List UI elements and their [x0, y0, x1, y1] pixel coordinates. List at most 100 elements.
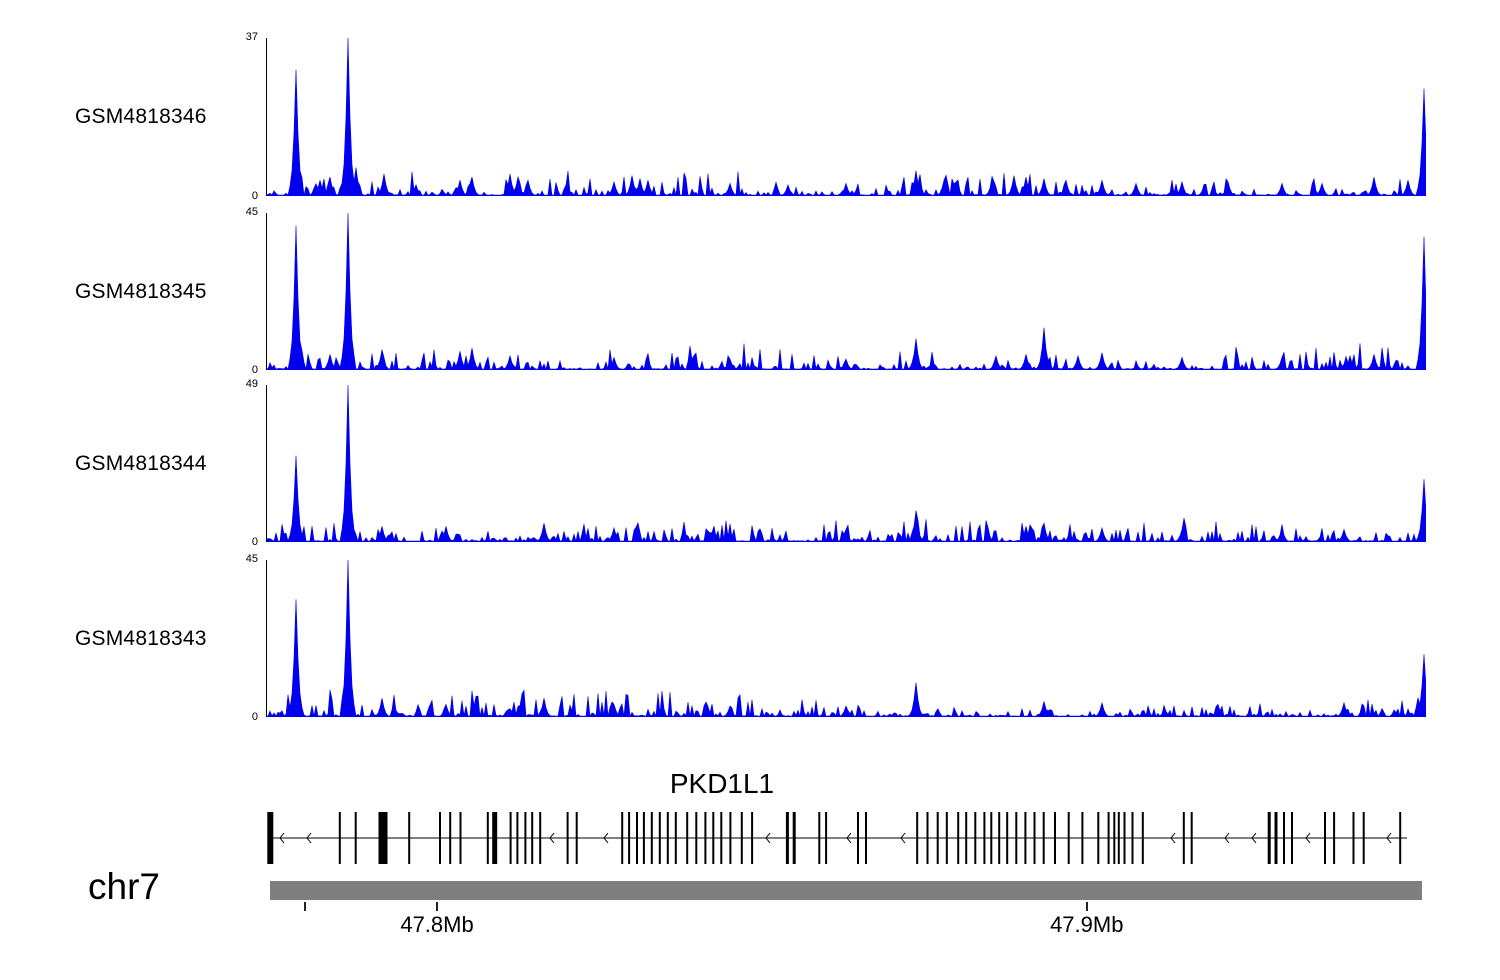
exon — [1352, 812, 1355, 864]
exon — [1042, 812, 1045, 864]
x-axis-tick — [436, 902, 439, 911]
strand-arrow-icon — [603, 832, 609, 844]
exon — [1097, 812, 1100, 864]
exon — [720, 812, 723, 864]
exon — [1324, 812, 1326, 864]
strand-arrow-icon — [1305, 832, 1311, 844]
y-axis-min-label: 0 — [251, 711, 258, 723]
exon — [818, 812, 821, 864]
exon — [642, 812, 645, 864]
track-label: GSM4818344 — [75, 451, 207, 475]
exon — [965, 812, 968, 864]
signal-plot — [266, 38, 1426, 196]
exon — [1006, 812, 1009, 864]
exon — [686, 812, 689, 864]
signal-area — [266, 38, 1426, 196]
exon — [945, 812, 948, 864]
strand-arrow-icon — [1386, 832, 1392, 844]
exon — [1182, 812, 1185, 864]
exon — [865, 812, 867, 864]
signal-area — [266, 213, 1426, 370]
exon — [1024, 812, 1027, 864]
exon — [1131, 812, 1134, 864]
exon — [408, 812, 411, 864]
exon — [1190, 812, 1193, 864]
exon — [524, 812, 527, 864]
exon — [916, 812, 919, 864]
exon — [729, 812, 732, 864]
y-axis-min-label: 0 — [251, 536, 258, 548]
exon — [1333, 812, 1336, 864]
exon — [666, 812, 669, 864]
exon — [354, 812, 357, 864]
exon — [974, 812, 977, 864]
exon — [1113, 812, 1116, 864]
y-axis-min-label: 0 — [251, 364, 258, 376]
exon — [926, 812, 929, 864]
chromosome-bar — [270, 881, 1422, 900]
exon — [575, 812, 578, 864]
signal-plot — [266, 560, 1426, 717]
exon — [267, 812, 274, 864]
exon — [1081, 812, 1084, 864]
signal-track: GSM4818345 45 0 — [0, 206, 1500, 376]
exon — [825, 812, 828, 864]
exon — [486, 812, 489, 864]
exon — [492, 812, 498, 864]
exon — [1291, 812, 1293, 864]
track-label: GSM4818343 — [75, 626, 207, 650]
exon — [621, 812, 624, 864]
exon — [1107, 812, 1110, 864]
exon — [650, 812, 653, 864]
exon — [751, 812, 754, 864]
exon — [658, 812, 661, 864]
exon — [1141, 812, 1144, 864]
strand-arrow-icon — [306, 832, 312, 844]
exon — [1067, 812, 1070, 864]
exon — [449, 812, 452, 864]
exon — [1033, 812, 1036, 864]
exon — [338, 812, 341, 864]
exon — [792, 812, 796, 864]
exon — [539, 812, 542, 864]
y-axis-max-label: 37 — [245, 31, 258, 43]
exon — [1117, 812, 1120, 864]
track-label: GSM4818345 — [75, 279, 207, 303]
exon — [674, 812, 677, 864]
signal-track: GSM4818344 49 0 — [0, 378, 1500, 548]
signal-plot — [266, 385, 1426, 542]
strand-arrow-icon — [1170, 832, 1176, 844]
exon — [1015, 812, 1018, 864]
coordinate-ruler: 47.8Mb 47.9Mb — [270, 900, 1422, 944]
exon — [998, 812, 1001, 864]
x-axis-tick — [303, 902, 306, 911]
chromosome-label: chr7 — [88, 866, 160, 907]
exon — [628, 812, 631, 864]
signal-track: GSM4818346 37 0 — [0, 31, 1500, 202]
exon — [990, 812, 993, 864]
exon — [1362, 812, 1365, 864]
exon — [740, 812, 743, 864]
exon — [531, 812, 534, 864]
x-axis-tick-label: 47.9Mb — [1050, 912, 1124, 937]
signal-area — [266, 560, 1426, 717]
y-axis-max-label: 49 — [245, 378, 258, 390]
exon — [704, 812, 707, 864]
exon — [636, 812, 638, 864]
exon — [439, 812, 441, 864]
strand-arrow-icon — [900, 832, 906, 844]
strand-arrow-icon — [549, 832, 555, 844]
exon — [785, 812, 789, 864]
y-axis-min-label: 0 — [251, 190, 258, 202]
exon — [712, 812, 715, 864]
gene-name: PKD1L1 — [669, 768, 775, 799]
signal-track: GSM4818343 45 0 — [0, 553, 1500, 723]
x-axis-tick — [1085, 902, 1088, 911]
exon — [459, 812, 462, 864]
exon — [957, 812, 960, 864]
exon — [509, 812, 512, 864]
exon — [936, 812, 939, 864]
y-axis-max-label: 45 — [245, 553, 258, 565]
exon — [1283, 812, 1285, 864]
strand-arrow-icon — [1224, 832, 1230, 844]
